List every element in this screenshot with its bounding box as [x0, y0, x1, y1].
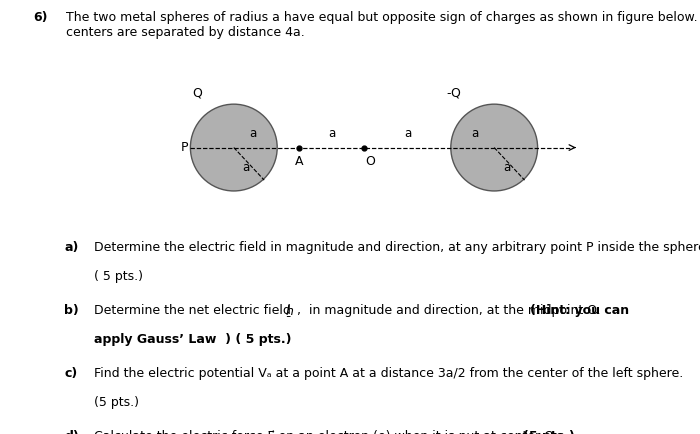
Text: a): a): [64, 241, 79, 254]
Text: P: P: [181, 141, 188, 154]
Text: ẖ: ẖ: [286, 304, 293, 317]
Text: ,  in magnitude and direction, at the midpoint O.: , in magnitude and direction, at the mid…: [297, 304, 604, 317]
Circle shape: [190, 104, 277, 191]
Text: Determine the electric field in magnitude and direction, at any arbitrary point : Determine the electric field in magnitud…: [94, 241, 700, 254]
Text: a: a: [503, 161, 510, 174]
Text: Q: Q: [193, 87, 202, 100]
Text: O: O: [365, 155, 375, 168]
Text: b): b): [64, 304, 79, 317]
Text: c): c): [64, 367, 78, 380]
Text: ( 5 pts.): ( 5 pts.): [94, 270, 144, 283]
Text: Determine the net electric field: Determine the net electric field: [94, 304, 295, 317]
Text: d): d): [64, 430, 79, 434]
Text: -Q: -Q: [447, 87, 461, 100]
Text: a: a: [250, 127, 257, 140]
Text: (Hint: you can: (Hint: you can: [530, 304, 629, 317]
Text: a: a: [471, 127, 478, 140]
Text: a: a: [328, 127, 335, 140]
Text: (5 pts.): (5 pts.): [94, 396, 139, 409]
Text: a: a: [242, 161, 250, 174]
Text: apply Gauss’ Law  ) ( 5 pts.): apply Gauss’ Law ) ( 5 pts.): [94, 333, 292, 346]
Text: Calculate the electric force F⃗ on an electron (e) when it is put at center O.: Calculate the electric force F⃗ on an el…: [94, 430, 562, 434]
Text: 6): 6): [34, 11, 48, 24]
Text: A: A: [295, 155, 303, 168]
Text: Find the electric potential Vₐ at a point A at a distance 3a/2 from the center o: Find the electric potential Vₐ at a poin…: [94, 367, 684, 380]
Text: (5 pts.): (5 pts.): [523, 430, 575, 434]
Text: The two metal spheres of radius a have equal but opposite sign of charges as sho: The two metal spheres of radius a have e…: [66, 11, 700, 39]
Text: a: a: [404, 127, 411, 140]
Circle shape: [451, 104, 538, 191]
